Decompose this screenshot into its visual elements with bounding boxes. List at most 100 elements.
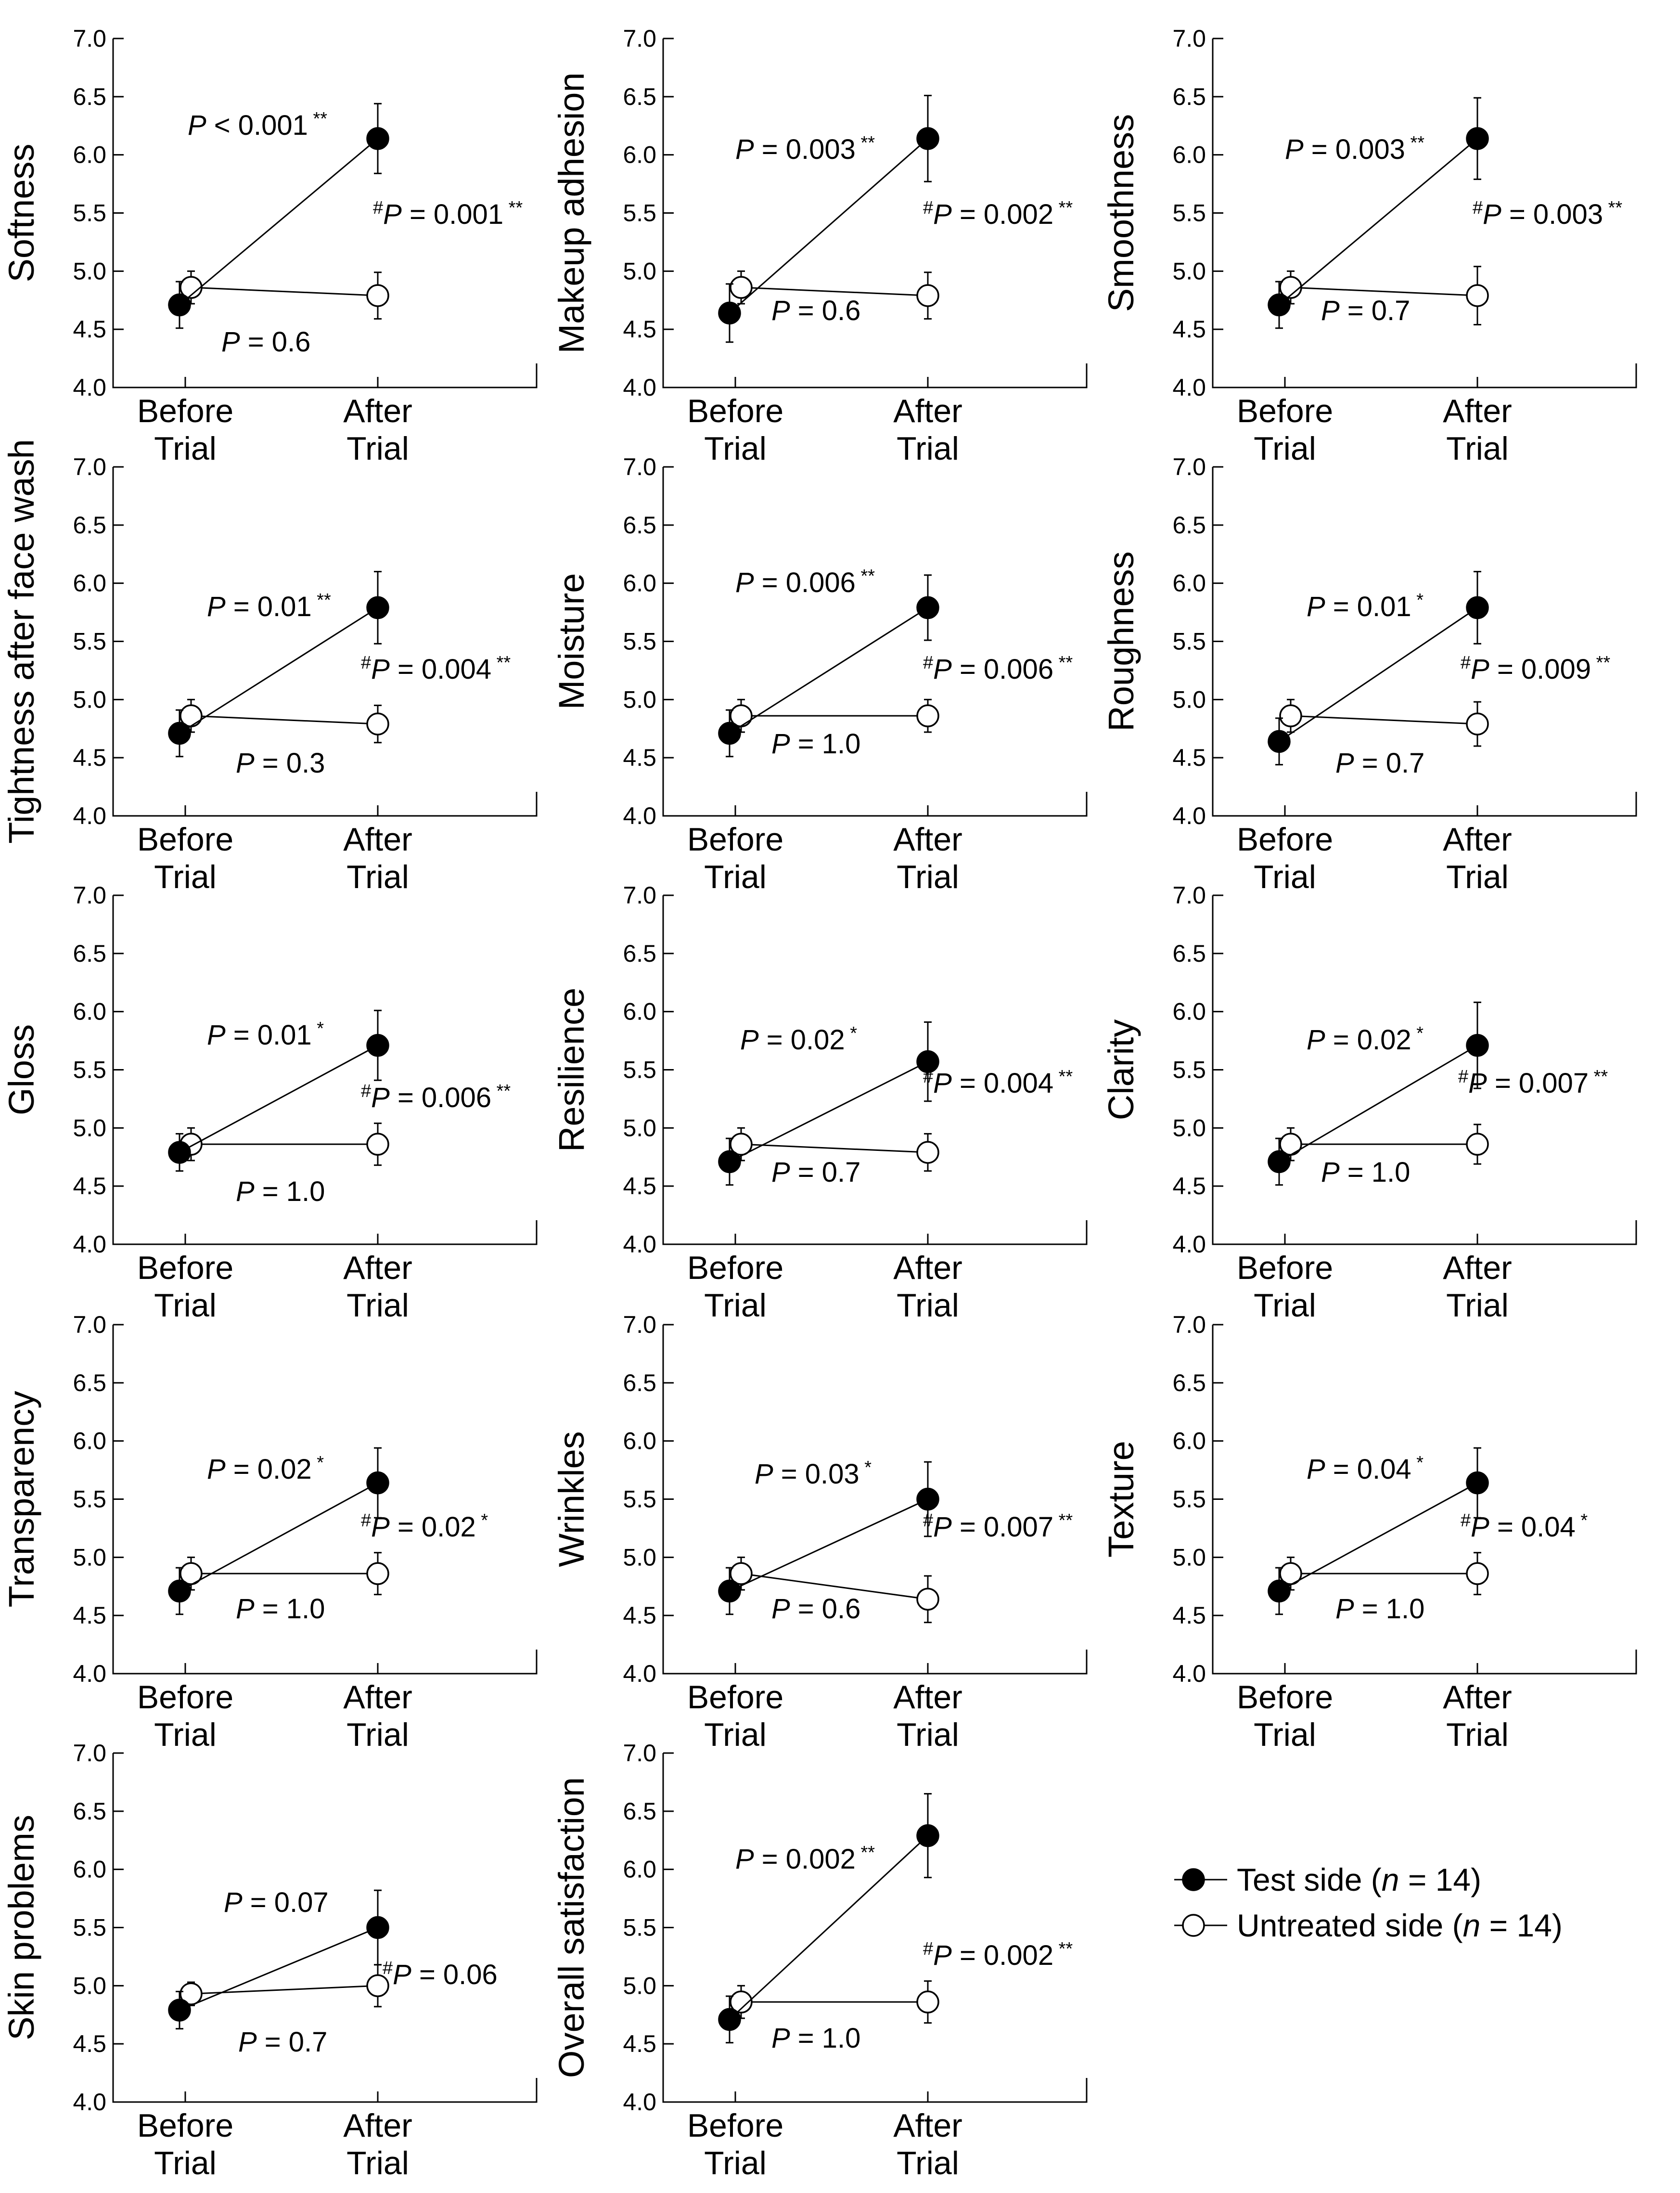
- y-tick-label: 7.0: [623, 1740, 656, 1767]
- y-tick-label: 6.5: [73, 512, 106, 539]
- p-value-between: #P = 0.007 **: [923, 1510, 1073, 1543]
- p-value-text: = 0.7: [1354, 748, 1425, 779]
- chart-panel-10: 4.04.55.05.56.06.57.0BeforeTrialAfterTri…: [551, 1311, 1088, 1753]
- p-symbol: P: [1321, 1157, 1340, 1188]
- hash-symbol: #: [361, 653, 371, 673]
- p-symbol: P: [933, 1511, 952, 1543]
- y-tick-label: 5.5: [1172, 1486, 1206, 1513]
- p-value-text: = 0.02: [226, 1454, 312, 1485]
- axis-frame: [662, 1325, 1088, 1675]
- y-tick-label: 7.0: [623, 1311, 656, 1338]
- p-symbol: P: [933, 199, 952, 230]
- x-category-label: Trial: [346, 2145, 409, 2181]
- y-tick-label: 7.0: [623, 882, 656, 909]
- y-axis-label: Softness: [1, 144, 41, 283]
- legend-n: n: [1382, 1862, 1399, 1897]
- p-value-text: = 0.01: [226, 591, 312, 622]
- test-series-line: [179, 1045, 378, 1153]
- x-category-label: Trial: [154, 1716, 217, 1753]
- test-series-line: [729, 1061, 928, 1162]
- y-tick-label: 4.5: [73, 1602, 106, 1629]
- test-data-point: [916, 596, 939, 619]
- chart-panel-7: 4.04.55.05.56.06.57.0BeforeTrialAfterTri…: [551, 882, 1088, 1324]
- p-value-test: P = 0.03 *: [755, 1458, 872, 1490]
- p-value-untreated: P = 0.6: [771, 1593, 860, 1625]
- test-data-point: [1268, 293, 1291, 317]
- test-data-point: [1268, 730, 1291, 753]
- y-tick-label: 6.0: [623, 1856, 656, 1883]
- significance-stars: *: [476, 1510, 488, 1531]
- untreated-data-point: [916, 284, 939, 307]
- p-value-between: #P = 0.02 *: [361, 1510, 488, 1543]
- chart-panel-3: 4.04.55.05.56.06.57.0BeforeTrialAfterTri…: [1, 439, 538, 895]
- chart-panel-4: 4.04.55.05.56.06.57.0BeforeTrialAfterTri…: [551, 453, 1088, 895]
- p-symbol: P: [238, 2026, 257, 2058]
- p-value-text: = 0.002: [754, 1844, 856, 1875]
- x-category-label: After: [893, 2107, 962, 2144]
- y-tick-label: 5.5: [1172, 628, 1206, 655]
- y-tick-label: 6.5: [73, 1798, 106, 1825]
- p-value-untreated: P = 0.3: [236, 748, 325, 779]
- p-symbol: P: [933, 1068, 952, 1099]
- y-tick-label: 6.5: [1172, 940, 1206, 967]
- p-value-between: #P = 0.001 **: [373, 198, 523, 230]
- y-tick-label: 5.5: [73, 628, 106, 655]
- untreated-series-line: [191, 1985, 378, 1995]
- legend-test-label: Test side (n = 14): [1237, 1862, 1481, 1897]
- y-tick-label: 7.0: [73, 1740, 106, 1767]
- test-series-line: [729, 138, 928, 314]
- p-value-test: P = 0.002 **: [735, 1843, 875, 1875]
- p-value-text: = 0.7: [1340, 295, 1411, 326]
- x-category-label: Before: [1237, 1679, 1333, 1716]
- y-tick-label: 5.0: [73, 1114, 106, 1141]
- test-data-point: [916, 1824, 939, 1847]
- x-category-label: Before: [137, 393, 233, 429]
- y-tick-label: 7.0: [73, 882, 106, 909]
- p-symbol: P: [207, 591, 226, 622]
- significance-stars: **: [1053, 653, 1073, 673]
- x-category-label: Before: [137, 1679, 233, 1716]
- p-symbol: P: [224, 1887, 243, 1918]
- y-tick-label: 6.0: [73, 1856, 106, 1883]
- x-category-label: After: [1443, 1679, 1512, 1716]
- y-axis-label: Smoothness: [1101, 114, 1141, 312]
- test-series-line: [1279, 607, 1478, 742]
- p-symbol: P: [221, 326, 240, 358]
- y-tick-label: 7.0: [1172, 882, 1206, 909]
- p-symbol: P: [393, 1959, 411, 1990]
- y-tick-label: 6.0: [73, 1428, 106, 1455]
- chart-panel-0: 4.04.55.05.56.06.57.0BeforeTrialAfterTri…: [1, 25, 538, 467]
- p-value-test: P = 0.01 *: [1307, 590, 1424, 622]
- p-symbol: P: [771, 728, 790, 760]
- chart-panel-5: 4.04.55.05.56.06.57.0BeforeTrialAfterTri…: [1101, 453, 1637, 895]
- p-symbol: P: [383, 199, 402, 230]
- y-tick-label: 7.0: [73, 1311, 106, 1338]
- y-tick-label: 6.0: [73, 570, 106, 597]
- significance-stars: **: [856, 566, 875, 586]
- y-tick-label: 4.0: [623, 1231, 656, 1258]
- p-value-text: = 0.04: [1325, 1454, 1411, 1485]
- y-tick-label: 7.0: [73, 453, 106, 480]
- y-tick-label: 5.5: [73, 1486, 106, 1513]
- legend-test-marker: [1182, 1868, 1205, 1891]
- legend-text: Untreated side (: [1237, 1908, 1463, 1943]
- p-value-text: = 0.6: [790, 295, 861, 326]
- y-tick-label: 6.5: [623, 512, 656, 539]
- y-tick-label: 4.0: [1172, 802, 1206, 829]
- significance-stars: **: [308, 109, 327, 129]
- test-series-line: [729, 1498, 928, 1592]
- significance-stars: *: [1411, 1453, 1424, 1473]
- p-symbol: P: [1483, 199, 1501, 230]
- x-category-label: Trial: [1446, 859, 1509, 895]
- y-tick-label: 4.0: [73, 1231, 106, 1258]
- x-category-label: Trial: [154, 2145, 217, 2181]
- significance-stars: **: [491, 1081, 511, 1101]
- significance-stars: **: [1591, 653, 1610, 673]
- x-category-label: Trial: [704, 430, 767, 467]
- p-value-test: P = 0.01 *: [207, 1019, 324, 1051]
- p-value-untreated: P = 0.7: [771, 1157, 860, 1188]
- y-tick-label: 4.0: [623, 1660, 656, 1687]
- hash-symbol: #: [373, 198, 383, 218]
- p-value-text: = 0.06: [411, 1959, 498, 1990]
- p-symbol: P: [236, 1593, 255, 1625]
